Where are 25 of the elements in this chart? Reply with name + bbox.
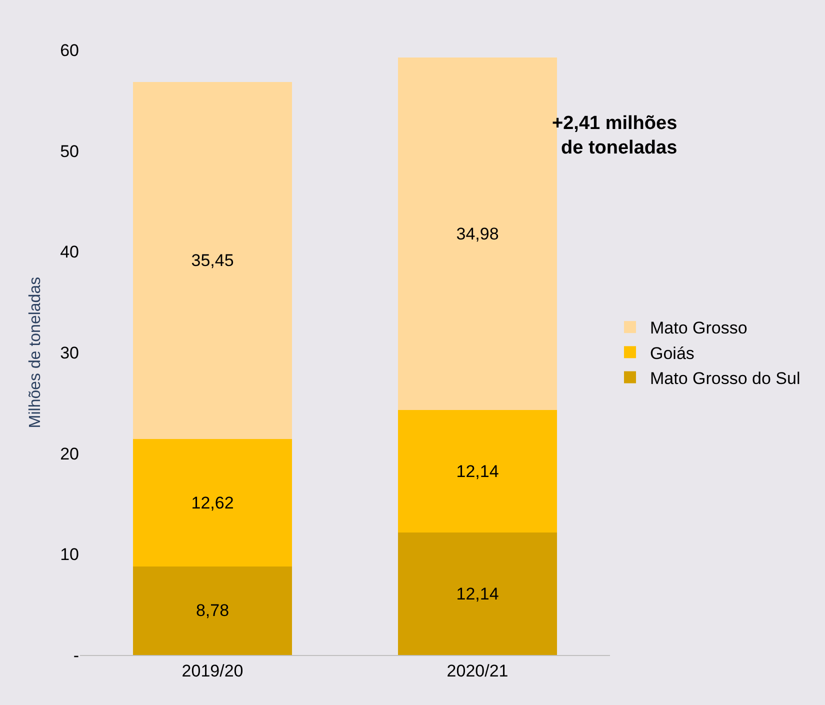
x-tick-label: 2020/21 xyxy=(446,661,508,680)
legend-label: Goiás xyxy=(650,344,694,363)
annotation: +2,41 milhões de toneladas xyxy=(552,113,678,159)
bar xyxy=(133,439,292,566)
y-tick-label: 50 xyxy=(60,142,79,161)
x-tick-label: 2019/20 xyxy=(182,661,244,680)
data-label: 8,78 xyxy=(196,601,230,620)
data-label: 34,98 xyxy=(456,224,499,244)
bar xyxy=(133,566,292,655)
y-tick-label: 60 xyxy=(60,40,79,60)
bar xyxy=(133,82,292,440)
y-tick-label: 30 xyxy=(60,343,79,362)
data-label: 12,62 xyxy=(191,493,234,512)
bar xyxy=(398,410,557,533)
data-label: 12,14 xyxy=(456,462,499,481)
y-tick-label: 40 xyxy=(60,242,79,262)
legend-label: Mato Grosso do Sul xyxy=(650,368,800,388)
y-tick-label: 20 xyxy=(60,444,79,464)
y-axis-title: Milhões de toneladas xyxy=(26,276,44,428)
legend-label: Mato Grosso xyxy=(650,318,748,338)
data-label: 12,14 xyxy=(456,584,499,604)
y-tick-label: 10 xyxy=(60,545,79,564)
bar xyxy=(398,532,557,655)
data-label: 35,45 xyxy=(191,250,234,270)
y-tick-label: - xyxy=(73,646,79,665)
